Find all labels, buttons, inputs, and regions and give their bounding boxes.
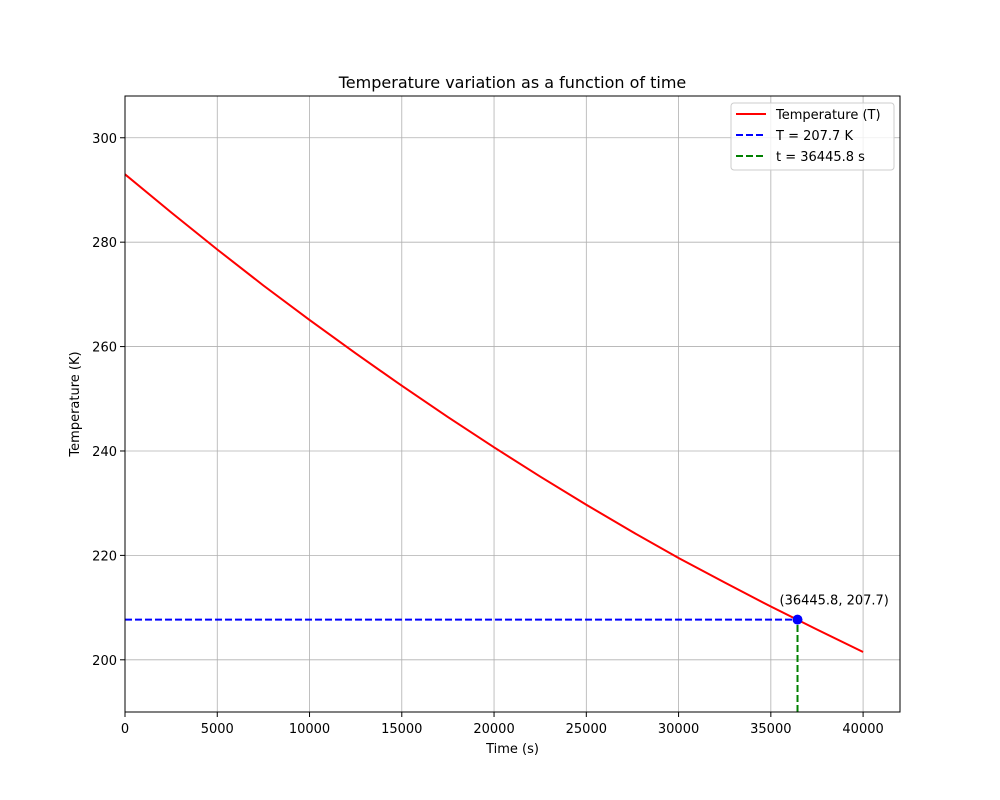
y-tick-label: 300 [92,132,117,147]
y-tick-label: 240 [92,445,117,460]
x-tick-label: 15000 [381,722,422,737]
y-tick-label: 280 [92,236,117,251]
legend-label-temperature: Temperature (T) [775,108,881,123]
legend-label-t-ref: T = 207.7 K [775,129,853,144]
grid [124,96,900,712]
x-tick-label: 30000 [658,722,699,737]
x-tick-label: 20000 [473,722,514,737]
x-tick-label: 10000 [289,722,330,737]
legend-label-time-ref: t = 36445.8 s [776,150,865,165]
series-line-temperature [124,173,864,653]
y-tick-label: 220 [92,549,117,564]
marker-layer: (36445.8, 207.7) [780,594,889,625]
intersection-annotation: (36445.8, 207.7) [780,594,889,609]
intersection-marker [792,614,803,625]
x-ticks: 0 5000 10000 15000 20000 25000 30000 35000 40000 [121,712,884,737]
x-tick-label: 25000 [566,722,607,737]
y-ticks: 200 220 240 260 280 300 [92,132,125,669]
reference-lines [125,618,799,712]
plot-frame [124,95,901,713]
chart-title: Temperature variation as a function of t… [338,73,687,92]
series [124,173,864,653]
x-tick-label: 0 [121,722,129,737]
legend-frame [730,102,895,171]
y-axis-label: Temperature (K) [68,351,83,457]
x-tick-label: 40000 [842,722,883,737]
y-tick-label: 200 [92,654,117,669]
x-axis-label: Time (s) [485,742,539,757]
x-tick-label: 35000 [750,722,791,737]
legend: Temperature (T) T = 207.7 K t = 36445.8 … [730,102,895,171]
y-tick-label: 260 [92,341,117,356]
x-tick-label: 5000 [201,722,234,737]
